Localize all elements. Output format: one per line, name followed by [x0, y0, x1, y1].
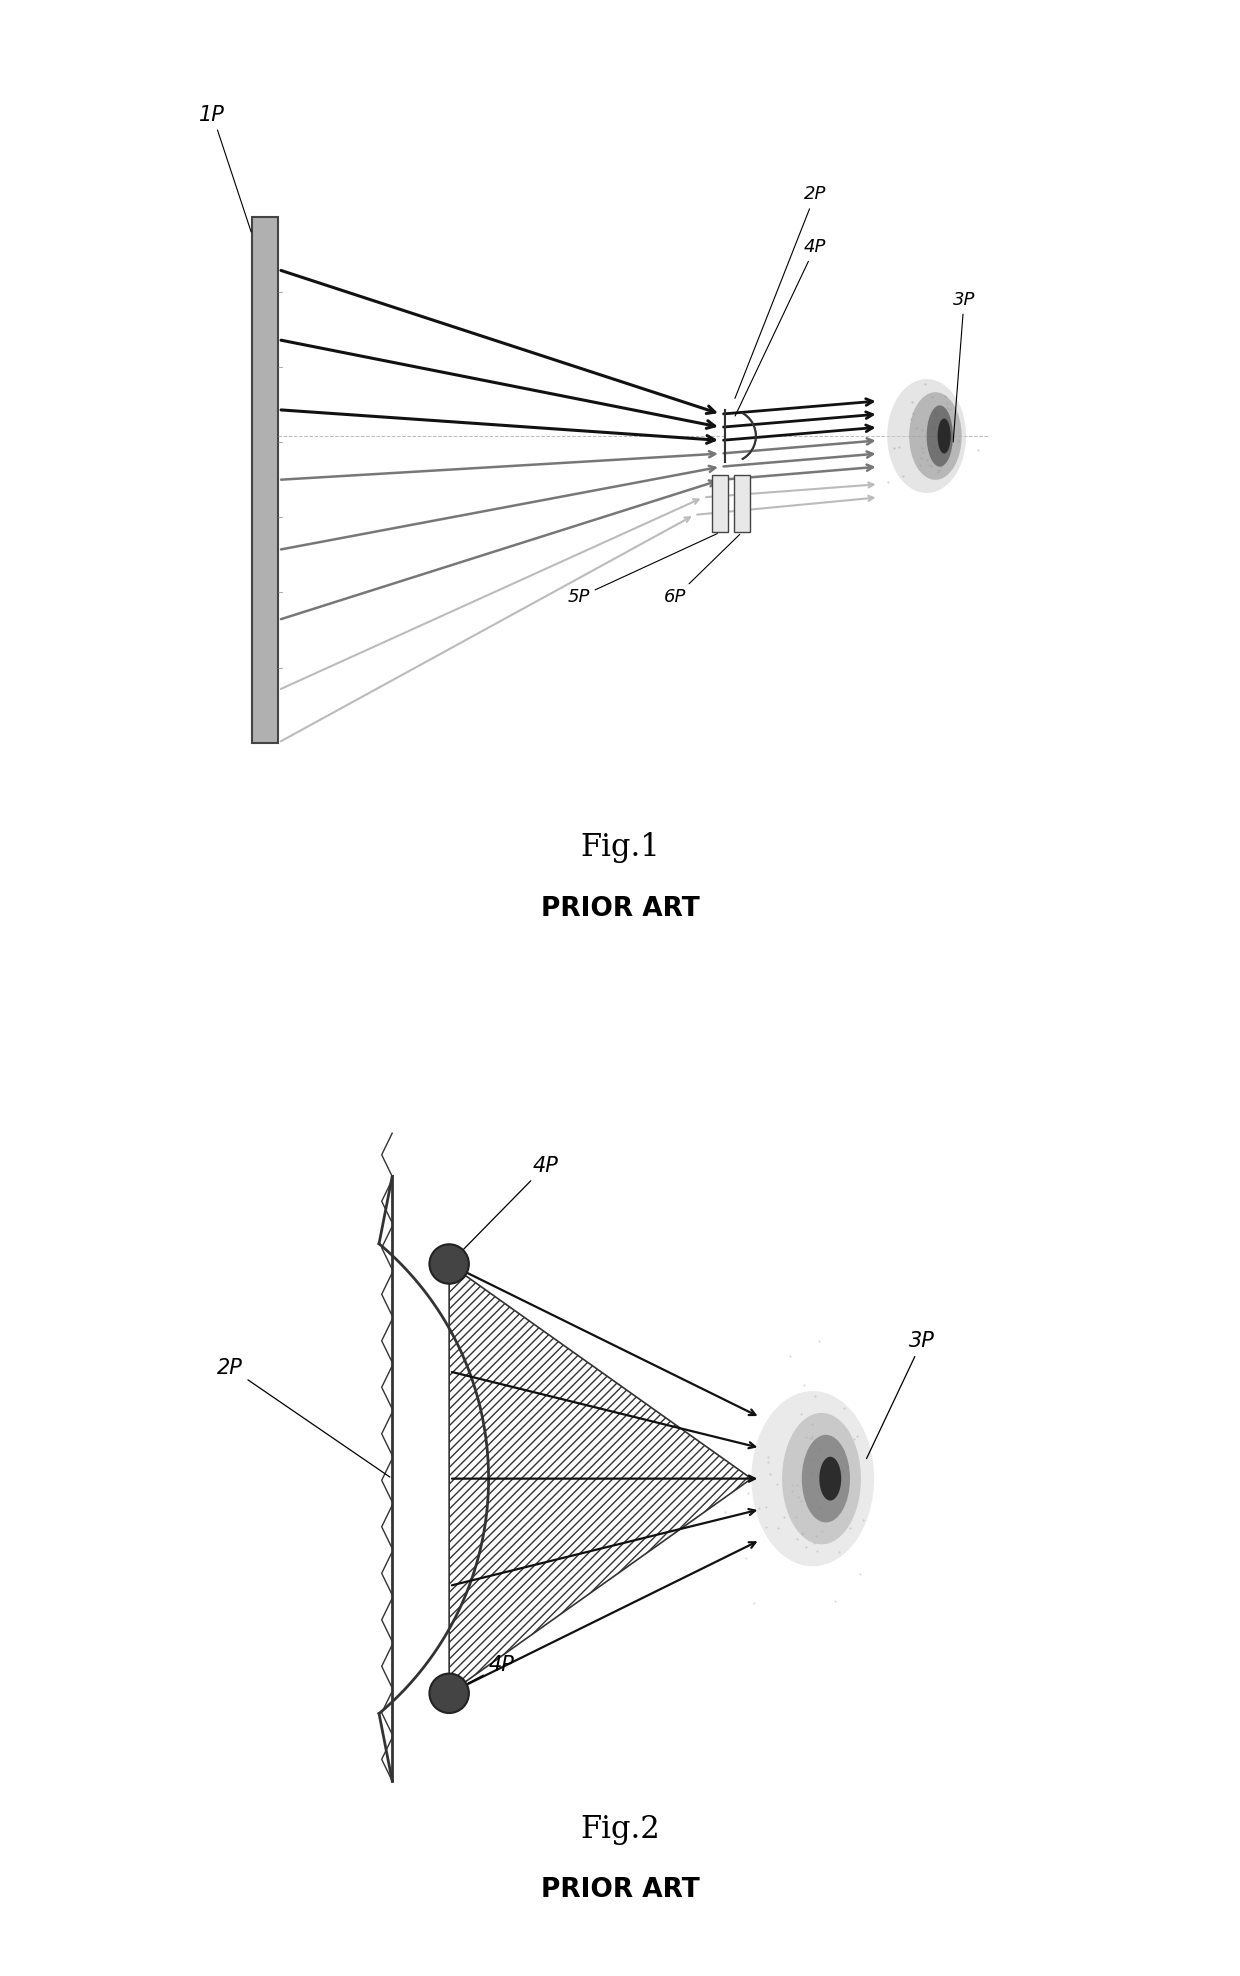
Ellipse shape [429, 1245, 469, 1284]
Polygon shape [725, 409, 756, 462]
Text: 6P: 6P [663, 534, 740, 607]
Ellipse shape [888, 379, 966, 492]
Ellipse shape [937, 419, 951, 454]
Ellipse shape [429, 1674, 469, 1713]
Text: 5P: 5P [568, 534, 718, 607]
Text: 4P: 4P [451, 1156, 558, 1263]
Bar [712, 476, 728, 532]
Text: 3P: 3P [867, 1332, 935, 1458]
Text: 1P: 1P [200, 105, 252, 231]
Text: 3P: 3P [952, 290, 976, 443]
Text: 4P: 4P [735, 237, 826, 417]
Bar [734, 476, 750, 532]
Ellipse shape [820, 1456, 841, 1500]
Ellipse shape [751, 1391, 874, 1567]
Ellipse shape [802, 1435, 849, 1522]
Text: 2P: 2P [735, 186, 826, 399]
Ellipse shape [782, 1413, 861, 1545]
Text: Fig.1: Fig.1 [580, 832, 660, 864]
Text: Fig.2: Fig.2 [580, 1814, 660, 1846]
Text: 4P: 4P [451, 1656, 515, 1691]
Ellipse shape [909, 391, 962, 480]
Text: PRIOR ART: PRIOR ART [541, 1877, 699, 1903]
Ellipse shape [926, 405, 952, 466]
Bar [252, 217, 278, 743]
Text: 2P: 2P [217, 1358, 389, 1478]
Text: PRIOR ART: PRIOR ART [541, 897, 699, 923]
